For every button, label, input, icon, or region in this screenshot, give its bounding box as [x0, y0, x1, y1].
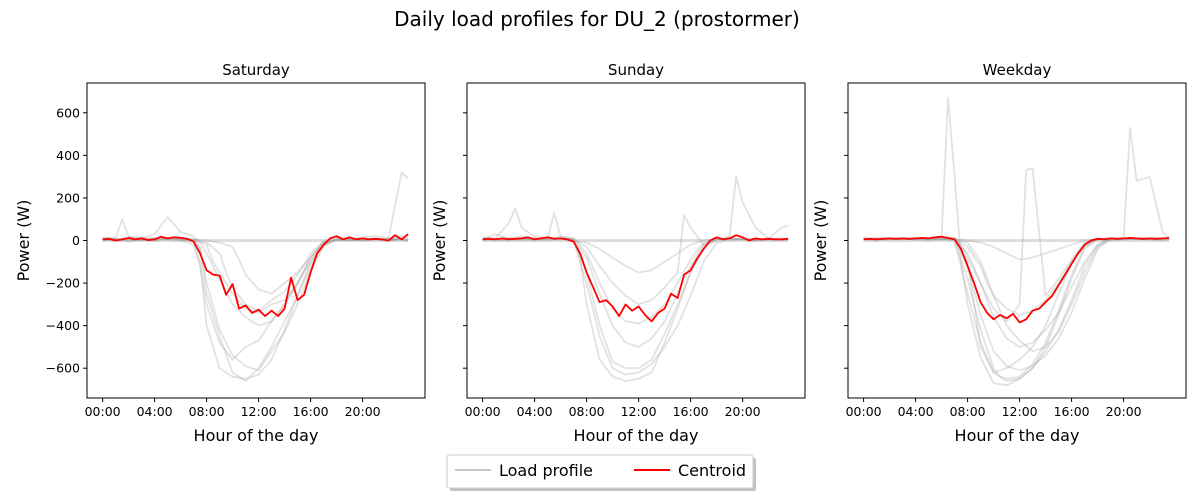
series-centroid — [863, 235, 1170, 324]
series-load-profile-1 — [482, 237, 789, 382]
plot-area-weekday — [863, 97, 1170, 387]
figure-title: Daily load profiles for DU_2 (prostormer… — [394, 7, 800, 31]
series-load-profile-9 — [863, 237, 1170, 353]
x-axis-label-weekday: Hour of the day — [955, 426, 1080, 445]
series-load-profile-3 — [482, 207, 789, 348]
x-tick-label: 20:00 — [345, 404, 381, 419]
plot-area-saturday — [102, 171, 409, 382]
series-load-profile-5 — [482, 214, 789, 306]
series-load-profile-2 — [102, 236, 409, 372]
x-tick-label: 08:00 — [569, 404, 605, 419]
x-tick-label: 16:00 — [293, 404, 329, 419]
series-load-profile-6 — [102, 238, 409, 295]
series-load-profile-5 — [102, 237, 409, 314]
x-tick-label: 20:00 — [725, 404, 761, 419]
x-axis-label-saturday: Hour of the day — [194, 426, 319, 445]
series-load-profile-2 — [482, 224, 789, 370]
series-centroid — [482, 234, 789, 323]
y-tick-label: −400 — [46, 318, 80, 333]
series-load-profile-7 — [482, 237, 789, 376]
x-tick-label: 12:00 — [621, 404, 657, 419]
x-tick-label: 00:00 — [465, 404, 501, 419]
x-tick-label: 20:00 — [1106, 404, 1142, 419]
legend: Load profile Centroid — [446, 454, 756, 491]
x-tick-label: 16:00 — [1054, 404, 1090, 419]
subplot-saturday: 00:00 04:00 08:00 12:00 16:00 20:00 −600 −400 −2… — [14, 61, 426, 445]
series-load-profile-8 — [102, 237, 409, 312]
x-tick-label: 04:00 — [517, 404, 553, 419]
x-tick-label: 04:00 — [898, 404, 934, 419]
x-tick-label: 00:00 — [85, 404, 121, 419]
series-load-profile-7 — [863, 238, 1170, 261]
series-load-profile-4 — [102, 171, 409, 327]
subplot-title-saturday: Saturday — [222, 61, 290, 79]
y-tick-label: −200 — [46, 276, 80, 291]
subplot-sunday: 00:00 04:00 08:00 12:00 16:00 20:00 Sunday Hour… — [430, 61, 806, 445]
subplots: 00:00 04:00 08:00 12:00 16:00 20:00 −600 −400 −2… — [14, 61, 1187, 445]
x-tick-label: 08:00 — [189, 404, 225, 419]
x-tick-label: 16:00 — [673, 404, 709, 419]
series-load-profile-1 — [102, 235, 409, 380]
series-load-profile-8 — [863, 237, 1170, 348]
y-tick-label: 600 — [56, 105, 80, 120]
x-tick-label: 12:00 — [241, 404, 277, 419]
legend-box — [446, 454, 754, 489]
series-load-profile-6 — [482, 237, 789, 274]
y-tick-label: 400 — [56, 148, 80, 163]
x-tick-label: 12:00 — [1002, 404, 1038, 419]
x-axis-label-sunday: Hour of the day — [574, 426, 699, 445]
x-tick-label: 08:00 — [950, 404, 986, 419]
series-load-profile-3 — [102, 237, 409, 361]
legend-label-load-profile: Load profile — [499, 461, 593, 480]
subplot-title-sunday: Sunday — [608, 61, 664, 79]
y-axis-label-sunday: Power (W) — [430, 200, 449, 282]
plot-area-sunday — [482, 175, 789, 382]
series-load-profile-4 — [863, 126, 1170, 323]
x-tick-label: 04:00 — [137, 404, 173, 419]
y-tick-label: −600 — [46, 361, 80, 376]
subplot-weekday: 00:00 04:00 08:00 12:00 16:00 20:00 Weekday Hou… — [811, 61, 1187, 445]
series-centroid — [102, 233, 409, 317]
subplot-title-weekday: Weekday — [983, 61, 1052, 79]
y-tick-label: 200 — [56, 190, 80, 205]
series-load-profile-5 — [863, 237, 1170, 316]
x-tick-label: 00:00 — [846, 404, 882, 419]
y-tick-label: 0 — [72, 233, 80, 248]
y-axis-label-saturday: Power (W) — [14, 200, 33, 282]
legend-label-centroid: Centroid — [678, 461, 746, 480]
y-axis-label-weekday: Power (W) — [811, 200, 830, 282]
